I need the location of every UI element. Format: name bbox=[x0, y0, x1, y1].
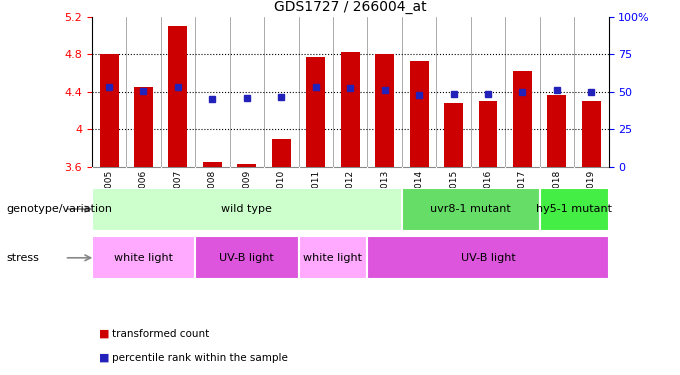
Text: white light: white light bbox=[114, 253, 173, 263]
Text: GSM81014: GSM81014 bbox=[415, 170, 424, 219]
Text: GSM81019: GSM81019 bbox=[587, 170, 596, 219]
Text: GSM81015: GSM81015 bbox=[449, 170, 458, 219]
Bar bbox=[92, 188, 402, 231]
Text: stress: stress bbox=[7, 253, 39, 263]
Text: GSM81018: GSM81018 bbox=[552, 170, 562, 219]
Bar bbox=[582, 101, 601, 167]
Bar bbox=[479, 101, 498, 167]
Text: GSM81005: GSM81005 bbox=[105, 170, 114, 219]
Text: white light: white light bbox=[303, 253, 362, 263]
Text: UV-B light: UV-B light bbox=[220, 253, 274, 263]
Text: hy5-1 mutant: hy5-1 mutant bbox=[536, 204, 612, 214]
Bar bbox=[99, 54, 118, 167]
Title: GDS1727 / 266004_at: GDS1727 / 266004_at bbox=[274, 0, 426, 15]
Text: ■: ■ bbox=[99, 329, 109, 339]
Text: GSM81006: GSM81006 bbox=[139, 170, 148, 219]
Bar bbox=[299, 236, 367, 279]
Text: GSM81011: GSM81011 bbox=[311, 170, 320, 219]
Bar bbox=[306, 57, 325, 167]
Bar bbox=[547, 95, 566, 167]
Text: genotype/variation: genotype/variation bbox=[7, 204, 113, 214]
Text: ■: ■ bbox=[99, 353, 109, 363]
Bar bbox=[237, 164, 256, 167]
Text: GSM81007: GSM81007 bbox=[173, 170, 182, 219]
Text: GSM81009: GSM81009 bbox=[242, 170, 252, 219]
Bar bbox=[195, 236, 299, 279]
Text: GSM81012: GSM81012 bbox=[345, 170, 355, 219]
Bar bbox=[402, 188, 540, 231]
Bar bbox=[169, 26, 188, 167]
Text: transformed count: transformed count bbox=[112, 329, 209, 339]
Bar bbox=[272, 139, 291, 167]
Text: GSM81010: GSM81010 bbox=[277, 170, 286, 219]
Bar bbox=[203, 162, 222, 167]
Text: wild type: wild type bbox=[222, 204, 272, 214]
Bar bbox=[375, 54, 394, 167]
Bar bbox=[513, 71, 532, 167]
Bar bbox=[92, 236, 195, 279]
Text: uvr8-1 mutant: uvr8-1 mutant bbox=[430, 204, 511, 214]
Bar bbox=[540, 188, 609, 231]
Text: percentile rank within the sample: percentile rank within the sample bbox=[112, 353, 288, 363]
Bar bbox=[341, 53, 360, 167]
Text: GSM81017: GSM81017 bbox=[518, 170, 527, 219]
Text: UV-B light: UV-B light bbox=[460, 253, 515, 263]
Text: GSM81016: GSM81016 bbox=[483, 170, 492, 219]
Bar bbox=[444, 103, 463, 167]
Text: GSM81013: GSM81013 bbox=[380, 170, 389, 219]
Bar bbox=[409, 61, 428, 167]
Bar bbox=[134, 87, 153, 167]
Text: GSM81008: GSM81008 bbox=[208, 170, 217, 219]
Bar bbox=[367, 236, 609, 279]
